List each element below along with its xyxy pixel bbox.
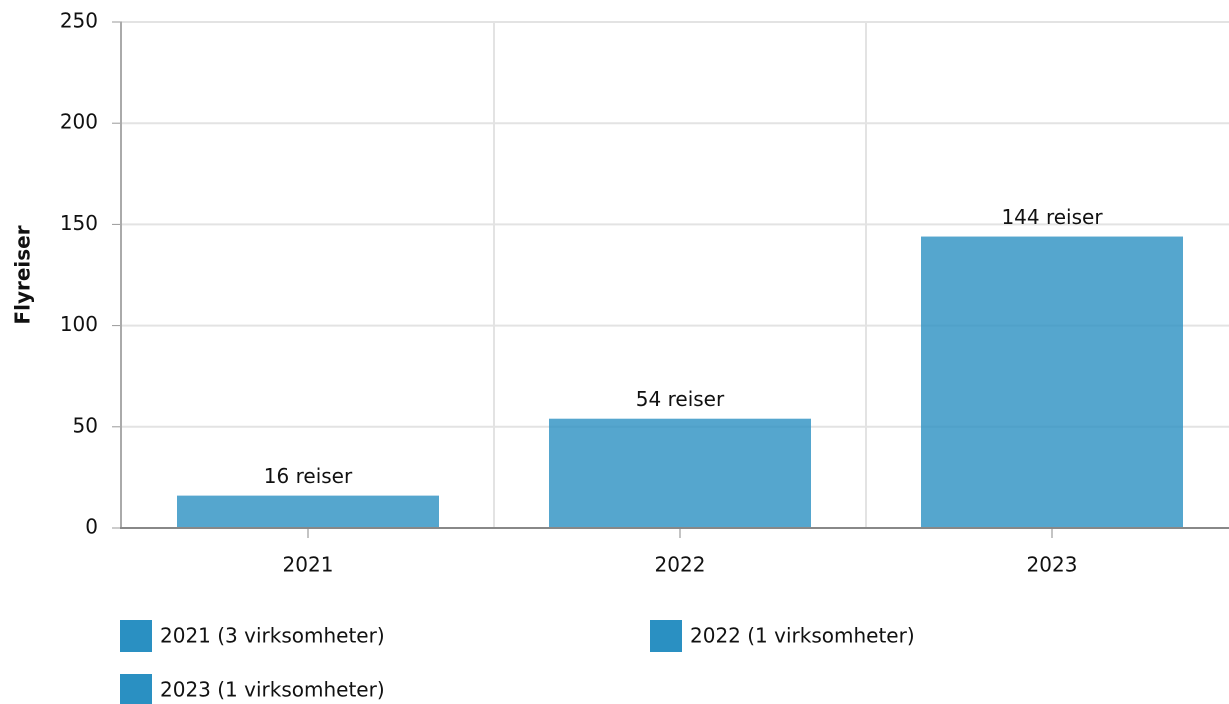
- y-axis-label: Flyreiser: [11, 225, 35, 324]
- y-tick-label: 0: [85, 515, 98, 539]
- legend-swatch: [650, 620, 682, 652]
- data-label: 144 reiser: [1001, 205, 1103, 229]
- y-tick-label: 150: [60, 211, 98, 235]
- bar: [921, 236, 1183, 528]
- legend-label: 2023 (1 virksomheter): [160, 678, 385, 702]
- bar: [549, 418, 811, 528]
- y-tick-label: 50: [73, 413, 98, 437]
- legend-swatch: [120, 674, 152, 704]
- data-label: 54 reiser: [636, 387, 725, 411]
- y-tick-label: 100: [60, 312, 98, 336]
- legend-swatch: [120, 620, 152, 652]
- legend-label: 2022 (1 virksomheter): [690, 624, 915, 648]
- y-tick-label: 200: [60, 110, 98, 134]
- bar: [177, 495, 439, 528]
- data-label: 16 reiser: [264, 464, 353, 488]
- x-tick-label: 2022: [655, 553, 706, 577]
- legend-label: 2021 (3 virksomheter): [160, 624, 385, 648]
- x-tick-label: 2023: [1027, 553, 1078, 577]
- y-tick-label: 250: [60, 9, 98, 33]
- x-tick-label: 2021: [283, 553, 334, 577]
